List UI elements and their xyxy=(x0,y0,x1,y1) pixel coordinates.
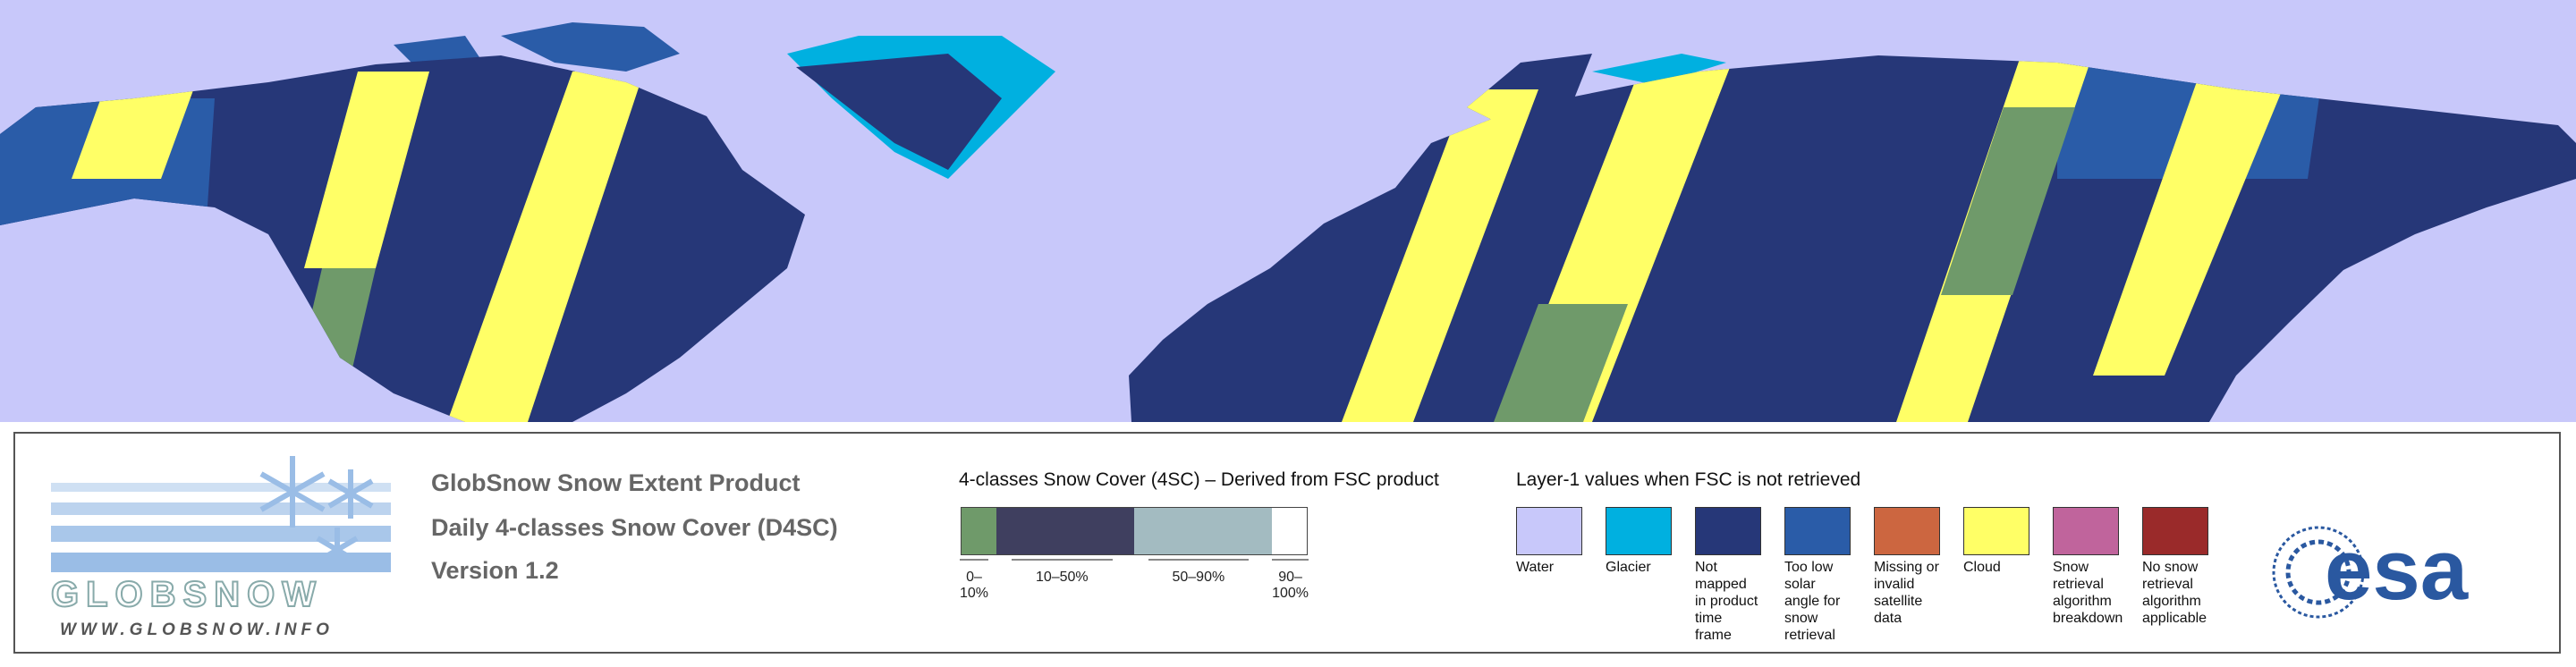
globsnow-logo: GLOBSNOW WWW.GLOBSNOW.INFO xyxy=(50,456,391,639)
layer1-item: Not mapped in product time frame xyxy=(1695,507,1761,644)
snow-cover-swatch xyxy=(962,508,996,554)
snow-cover-label: 0–10% xyxy=(960,559,989,602)
layer1-item: Glacier xyxy=(1606,507,1672,644)
logo-brand: GLOBSNOW xyxy=(51,575,323,614)
layer1-title: Layer-1 values when FSC is not retrieved xyxy=(1516,469,1861,490)
layer1-swatch xyxy=(1874,507,1940,555)
logo-url: WWW.GLOBSNOW.INFO xyxy=(60,621,334,639)
layer1-item: Too low solar angle for snow retrieval xyxy=(1784,507,1851,644)
swath xyxy=(1342,89,1538,422)
product-line: Version 1.2 xyxy=(431,557,559,584)
logo-stripe xyxy=(51,502,391,515)
layer1-label: No snow retrieval algorithm applicable xyxy=(2142,560,2207,626)
esa-ring xyxy=(2285,539,2351,605)
legend-panel: GLOBSNOW WWW.GLOBSNOW.INFO GlobSnow Snow… xyxy=(13,432,2561,654)
snow-cover-label: 50–90% xyxy=(1148,559,1250,602)
greenland-unmapped xyxy=(796,54,1002,170)
layer1-items: Water Glacier Not mapped in product time f… xyxy=(1516,507,2208,644)
snow-cover-swatch xyxy=(996,508,1134,554)
low-sun xyxy=(0,54,2326,232)
snow-cover-label: 90–100% xyxy=(1272,559,1309,602)
layer1-swatch xyxy=(1516,507,1582,555)
layer1-item: Cloud xyxy=(1963,507,2029,644)
arctic-glacier xyxy=(1592,54,1726,85)
layer1-item: No snow retrieval algorithm applicable xyxy=(2142,507,2208,644)
layer1-label: Cloud xyxy=(1963,560,2001,575)
layer1-label: Glacier xyxy=(1606,560,1651,575)
layer1-swatch xyxy=(2142,507,2208,555)
layer1-label: Snow retrieval algorithm breakdown xyxy=(2053,560,2123,626)
logo-stripe xyxy=(51,526,391,542)
snow-cover-title: 4-classes Snow Cover (4SC) – Derived fro… xyxy=(959,469,1439,490)
esa-ring xyxy=(2272,526,2365,619)
layer1-swatch xyxy=(2053,507,2119,555)
logo-stripe xyxy=(51,553,391,572)
layer1-item: Water xyxy=(1516,507,1582,644)
snowflake xyxy=(259,456,374,572)
snow-cover-bar xyxy=(961,507,1308,555)
product-line: Daily 4-classes Snow Cover (D4SC) xyxy=(431,514,838,541)
layer1-item: Missing or invalid satellite data xyxy=(1874,507,1940,644)
snow-cover-swatch xyxy=(1272,508,1307,554)
layer1-label: Missing or invalid satellite data xyxy=(1874,560,1939,626)
layer1-label: Not mapped in product time frame xyxy=(1695,560,1758,643)
layer1-label: Too low solar angle for snow retrieval xyxy=(1784,560,1841,643)
swath xyxy=(1494,304,1628,422)
product-line: GlobSnow Snow Extent Product xyxy=(431,469,801,496)
layer1-swatch xyxy=(1784,507,1851,555)
snow-cover-label: 10–50% xyxy=(1012,559,1113,602)
snow-cover-swatch xyxy=(1134,508,1273,554)
swath xyxy=(447,72,644,422)
snow-cover-labels: 0–10% 10–50% 50–90% 90–100% xyxy=(954,559,1314,602)
esa-logo: esa xyxy=(2272,523,2469,619)
snow-map xyxy=(0,0,2576,422)
swath xyxy=(1941,107,2075,295)
swath xyxy=(72,80,197,179)
layer1-item: Snow retrieval algorithm breakdown xyxy=(2053,507,2123,644)
logo-stripe xyxy=(51,483,391,492)
esa-text: esa xyxy=(2325,523,2469,618)
swath xyxy=(304,72,429,268)
layer1-swatch xyxy=(1695,507,1761,555)
layer1-swatch xyxy=(1606,507,1672,555)
layer1-label: Water xyxy=(1516,560,1555,575)
layer1-swatch xyxy=(1963,507,2029,555)
swath xyxy=(2093,72,2290,376)
